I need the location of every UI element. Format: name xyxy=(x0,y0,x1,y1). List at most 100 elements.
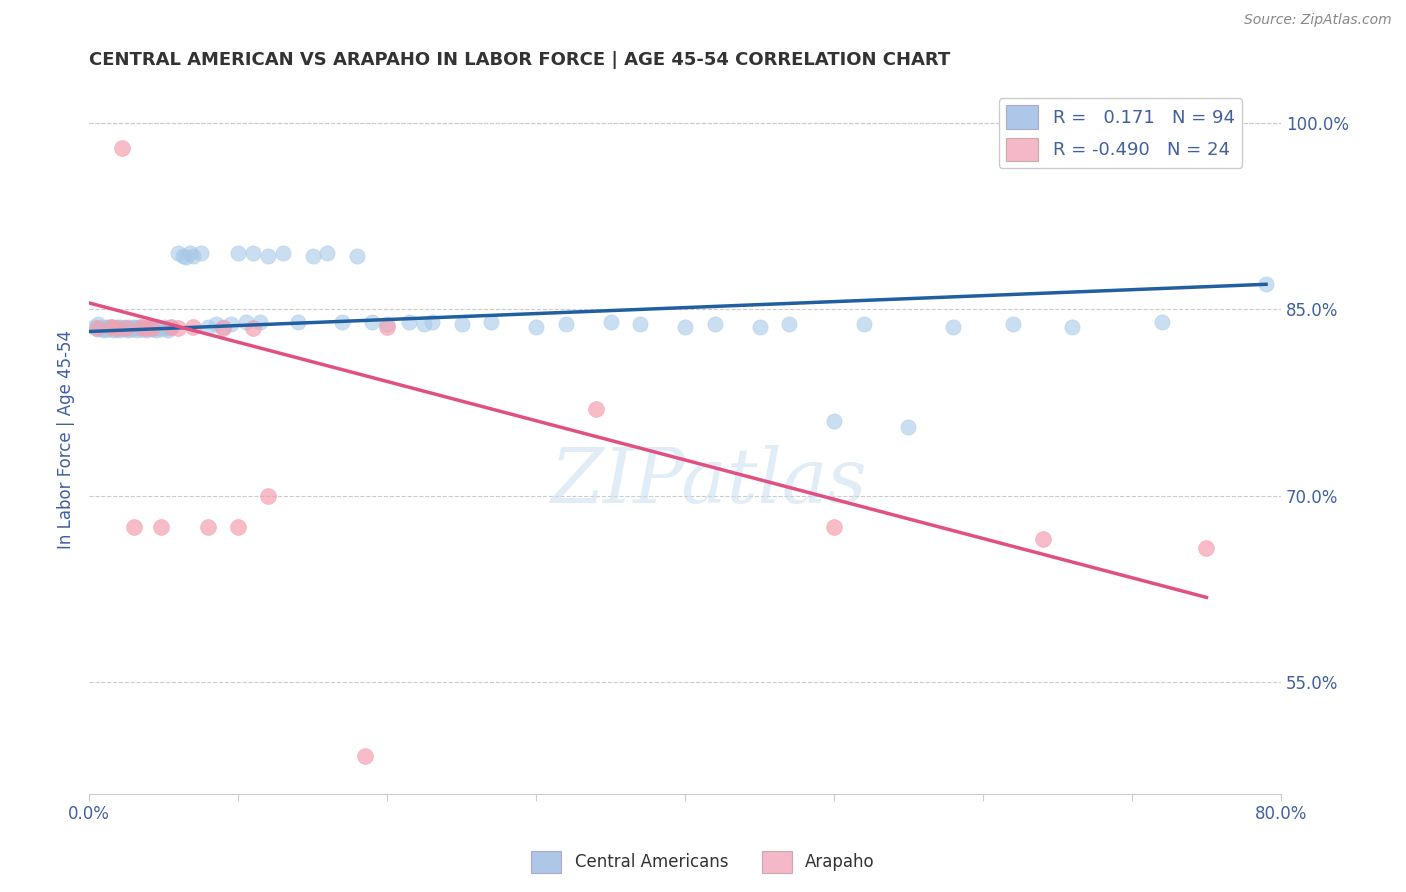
Point xyxy=(316,246,339,260)
Point xyxy=(271,246,294,260)
Point xyxy=(91,322,114,336)
Point xyxy=(375,319,398,334)
Point xyxy=(226,246,249,260)
Point xyxy=(129,322,152,336)
Point xyxy=(301,249,323,263)
Point xyxy=(942,319,965,334)
Point xyxy=(897,420,920,434)
Point xyxy=(330,315,353,329)
Point xyxy=(1032,532,1054,546)
Point xyxy=(1001,317,1024,331)
Point xyxy=(118,319,141,334)
Point xyxy=(160,319,183,334)
Point xyxy=(703,317,725,331)
Point xyxy=(104,322,127,336)
Point xyxy=(1062,319,1084,334)
Point xyxy=(128,320,150,334)
Point xyxy=(197,519,219,533)
Point xyxy=(134,320,156,334)
Point xyxy=(94,320,117,334)
Point xyxy=(413,317,436,331)
Y-axis label: In Labor Force | Age 45-54: In Labor Force | Age 45-54 xyxy=(58,330,75,549)
Point xyxy=(174,250,197,264)
Point xyxy=(141,322,163,336)
Point xyxy=(100,319,122,334)
Point xyxy=(139,320,162,334)
Point xyxy=(190,246,212,260)
Point xyxy=(98,319,121,334)
Point xyxy=(145,323,167,337)
Point xyxy=(114,319,136,334)
Point xyxy=(183,319,205,334)
Point xyxy=(172,249,194,263)
Point xyxy=(100,320,122,334)
Point xyxy=(1195,541,1218,555)
Point xyxy=(120,320,142,334)
Point xyxy=(135,320,157,334)
Point xyxy=(89,320,111,334)
Point xyxy=(93,323,115,337)
Point xyxy=(146,319,169,334)
Point xyxy=(101,323,124,337)
Point xyxy=(86,322,108,336)
Point xyxy=(197,319,219,334)
Point xyxy=(87,317,110,331)
Point xyxy=(86,320,108,334)
Point xyxy=(204,317,226,331)
Point xyxy=(142,319,165,334)
Point xyxy=(242,320,264,334)
Point xyxy=(585,401,607,416)
Point xyxy=(249,315,271,329)
Point xyxy=(115,320,138,334)
Point xyxy=(111,141,134,155)
Point xyxy=(554,317,576,331)
Point xyxy=(257,249,280,263)
Point xyxy=(97,322,120,336)
Point xyxy=(242,246,264,260)
Point xyxy=(96,319,118,334)
Point xyxy=(346,249,368,263)
Point xyxy=(398,315,420,329)
Point xyxy=(628,317,651,331)
Text: Source: ZipAtlas.com: Source: ZipAtlas.com xyxy=(1244,13,1392,28)
Legend: Central Americans, Arapaho: Central Americans, Arapaho xyxy=(524,845,882,880)
Point xyxy=(122,319,145,334)
Point xyxy=(179,246,201,260)
Point xyxy=(287,315,309,329)
Point xyxy=(104,320,127,334)
Point xyxy=(226,519,249,533)
Point xyxy=(155,320,177,334)
Point xyxy=(1150,315,1173,329)
Point xyxy=(852,317,875,331)
Point xyxy=(127,319,149,334)
Point xyxy=(257,488,280,502)
Point xyxy=(90,319,112,334)
Point xyxy=(212,319,235,334)
Point xyxy=(183,249,205,263)
Text: CENTRAL AMERICAN VS ARAPAHO IN LABOR FORCE | AGE 45-54 CORRELATION CHART: CENTRAL AMERICAN VS ARAPAHO IN LABOR FOR… xyxy=(89,51,950,69)
Point xyxy=(105,319,128,334)
Point xyxy=(129,319,152,334)
Point xyxy=(122,519,145,533)
Point xyxy=(823,414,845,428)
Point xyxy=(149,322,172,336)
Point xyxy=(167,246,190,260)
Point xyxy=(110,319,132,334)
Point xyxy=(212,320,235,334)
Point xyxy=(124,320,146,334)
Point xyxy=(361,315,384,329)
Point xyxy=(524,319,547,334)
Point xyxy=(152,319,174,334)
Point xyxy=(112,322,135,336)
Point xyxy=(450,317,472,331)
Point xyxy=(131,319,153,334)
Point xyxy=(138,319,160,334)
Point xyxy=(219,317,242,331)
Point xyxy=(235,315,257,329)
Point xyxy=(101,319,124,334)
Point xyxy=(103,320,125,334)
Point xyxy=(167,320,190,334)
Point xyxy=(148,320,170,334)
Point xyxy=(599,315,621,329)
Point xyxy=(108,320,131,334)
